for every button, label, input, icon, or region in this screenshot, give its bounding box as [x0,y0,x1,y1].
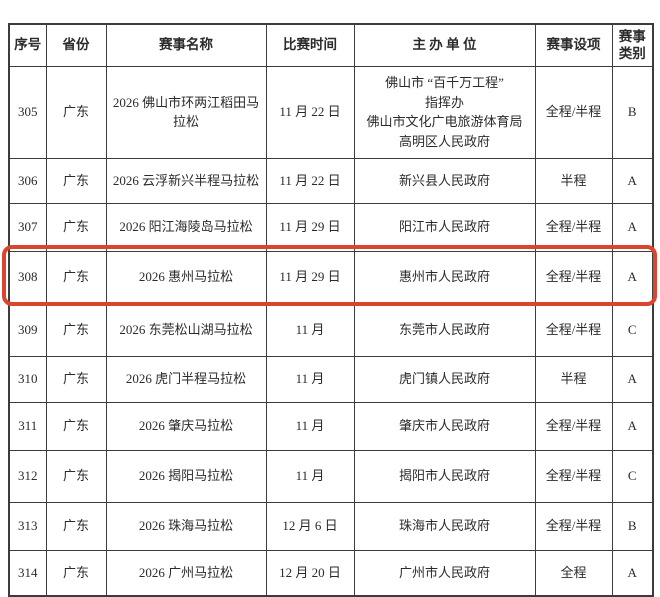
cell-no: 305 [8,65,47,159]
cell-no: 312 [8,449,47,503]
cell-event-name: 2026 揭阳马拉松 [105,449,267,503]
cell-organizer: 珠海市人民政府 [353,501,536,551]
cell-organizer: 广州市人民政府 [353,549,536,597]
cell-time: 12 月 6 日 [265,501,355,551]
table-row: 311 广东 2026 肇庆马拉松 11 月 肇庆市人民政府 全程/半程 A [8,401,654,451]
marathon-events-table: 序号 省份 赛事名称 比赛时间 主 办 单 位 赛事设项 赛事类别 305 广东… [8,23,654,597]
cell-province: 广东 [45,302,107,357]
cell-time: 11 月 22 日 [265,157,355,204]
cell-time: 11 月 29 日 [265,202,355,252]
table-row: 306 广东 2026 云浮新兴半程马拉松 11 月 22 日 新兴县人民政府 … [8,157,654,204]
cell-province: 广东 [45,501,107,551]
cell-organizer: 惠州市人民政府 [353,250,536,304]
cell-event-name: 2026 珠海马拉松 [105,501,267,551]
cell-category: B [611,65,654,159]
cell-category: A [611,250,654,304]
cell-time: 11 月 22 日 [265,65,355,159]
cell-no: 308 [8,250,47,304]
cell-province: 广东 [45,250,107,304]
cell-province: 广东 [45,449,107,503]
cell-events: 全程 [534,549,613,597]
table-row: 307 广东 2026 阳江海陵岛马拉松 11 月 29 日 阳江市人民政府 全… [8,202,654,252]
cell-organizer: 虎门镇人民政府 [353,355,536,403]
cell-province: 广东 [45,401,107,451]
cell-time: 11 月 [265,449,355,503]
header-organizer: 主 办 单 位 [353,23,536,67]
table-header-row: 序号 省份 赛事名称 比赛时间 主 办 单 位 赛事设项 赛事类别 [8,23,654,67]
cell-time: 11 月 [265,355,355,403]
cell-category: C [611,449,654,503]
cell-time: 11 月 29 日 [265,250,355,304]
table-row: 305 广东 2026 佛山市环两江稻田马拉松 11 月 22 日 佛山市 “百… [8,65,654,159]
table-row: 312 广东 2026 揭阳马拉松 11 月 揭阳市人民政府 全程/半程 C [8,449,654,503]
cell-province: 广东 [45,157,107,204]
cell-event-name: 2026 惠州马拉松 [105,250,267,304]
cell-province: 广东 [45,65,107,159]
header-province: 省份 [45,23,107,67]
cell-category: A [611,202,654,252]
cell-no: 314 [8,549,47,597]
cell-no: 310 [8,355,47,403]
cell-category: C [611,302,654,357]
cell-events: 全程/半程 [534,250,613,304]
cell-event-name: 2026 佛山市环两江稻田马拉松 [105,65,267,159]
cell-no: 311 [8,401,47,451]
cell-province: 广东 [45,355,107,403]
cell-events: 全程/半程 [534,449,613,503]
table-row: 309 广东 2026 东莞松山湖马拉松 11 月 东莞市人民政府 全程/半程 … [8,302,654,357]
cell-events: 全程/半程 [534,65,613,159]
table-row-highlighted: 308 广东 2026 惠州马拉松 11 月 29 日 惠州市人民政府 全程/半… [8,250,654,304]
cell-no: 309 [8,302,47,357]
cell-category: A [611,157,654,204]
cell-no: 313 [8,501,47,551]
table-row: 313 广东 2026 珠海马拉松 12 月 6 日 珠海市人民政府 全程/半程… [8,501,654,551]
cell-category: A [611,549,654,597]
header-category: 赛事类别 [611,23,654,67]
cell-organizer: 新兴县人民政府 [353,157,536,204]
cell-event-name: 2026 肇庆马拉松 [105,401,267,451]
table-row: 314 广东 2026 广州马拉松 12 月 20 日 广州市人民政府 全程 A [8,549,654,597]
cell-category: A [611,355,654,403]
cell-organizer: 阳江市人民政府 [353,202,536,252]
cell-event-name: 2026 广州马拉松 [105,549,267,597]
cell-organizer: 肇庆市人民政府 [353,401,536,451]
cell-province: 广东 [45,549,107,597]
table-row: 310 广东 2026 虎门半程马拉松 11 月 虎门镇人民政府 半程 A [8,355,654,403]
cell-events: 半程 [534,355,613,403]
cell-events: 半程 [534,157,613,204]
cell-events: 全程/半程 [534,202,613,252]
cell-events: 全程/半程 [534,501,613,551]
cell-event-name: 2026 虎门半程马拉松 [105,355,267,403]
cell-time: 11 月 [265,302,355,357]
cell-time: 11 月 [265,401,355,451]
cell-category: A [611,401,654,451]
cell-events: 全程/半程 [534,302,613,357]
cell-organizer: 佛山市 “百千万工程” 指挥办 佛山市文化广电旅游体育局 高明区人民政府 [353,65,536,159]
cell-category: B [611,501,654,551]
cell-event-name: 2026 阳江海陵岛马拉松 [105,202,267,252]
cell-event-name: 2026 东莞松山湖马拉松 [105,302,267,357]
header-no: 序号 [8,23,47,67]
cell-time: 12 月 20 日 [265,549,355,597]
header-event-name: 赛事名称 [105,23,267,67]
cell-no: 306 [8,157,47,204]
cell-province: 广东 [45,202,107,252]
cell-organizer: 东莞市人民政府 [353,302,536,357]
header-time: 比赛时间 [265,23,355,67]
header-events: 赛事设项 [534,23,613,67]
cell-no: 307 [8,202,47,252]
cell-event-name: 2026 云浮新兴半程马拉松 [105,157,267,204]
cell-events: 全程/半程 [534,401,613,451]
cell-organizer: 揭阳市人民政府 [353,449,536,503]
